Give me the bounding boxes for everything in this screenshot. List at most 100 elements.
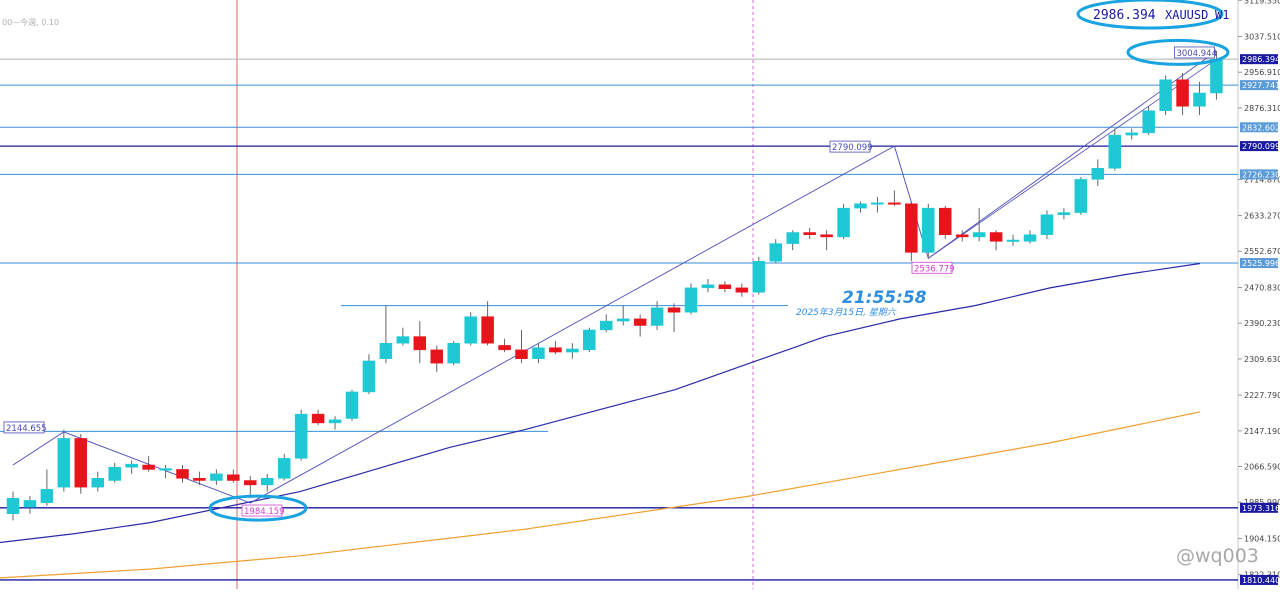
candle[interactable] <box>871 197 884 213</box>
candle[interactable] <box>210 469 223 485</box>
candle[interactable] <box>1074 177 1088 215</box>
candle[interactable] <box>328 416 342 430</box>
candle[interactable] <box>718 281 732 293</box>
candle[interactable] <box>888 190 901 206</box>
candle-body <box>23 500 37 508</box>
candle[interactable] <box>1006 234 1020 246</box>
candle[interactable] <box>362 354 376 395</box>
candle-body <box>566 348 579 353</box>
candle[interactable] <box>464 312 477 346</box>
candle[interactable] <box>193 471 206 485</box>
candle[interactable] <box>701 279 715 293</box>
candle[interactable] <box>1193 81 1206 116</box>
candle[interactable] <box>261 473 274 492</box>
candle[interactable] <box>481 301 494 346</box>
candle[interactable] <box>345 389 359 421</box>
candle[interactable] <box>566 343 579 359</box>
candle-body <box>752 261 766 293</box>
candle[interactable] <box>532 343 545 364</box>
candle[interactable] <box>667 303 681 333</box>
watermark-text: @wq003 <box>1176 545 1259 567</box>
candle[interactable] <box>786 230 799 251</box>
candle[interactable] <box>430 345 443 372</box>
point-label-text: 1984.159 <box>244 507 285 517</box>
candle[interactable] <box>91 471 104 492</box>
candle[interactable] <box>40 469 54 506</box>
candle-body <box>1057 212 1071 216</box>
candle-body <box>735 287 749 293</box>
axis-level-tag <box>1240 169 1278 180</box>
candle[interactable] <box>989 230 1003 251</box>
candle[interactable] <box>1159 75 1172 116</box>
candle[interactable] <box>1142 106 1155 136</box>
candle[interactable] <box>515 329 528 364</box>
candle[interactable] <box>108 462 121 483</box>
candle[interactable] <box>447 341 460 366</box>
candle[interactable] <box>735 283 749 297</box>
candle[interactable] <box>142 456 155 472</box>
candle[interactable] <box>396 327 410 346</box>
candle[interactable] <box>803 228 816 240</box>
candle[interactable] <box>1176 73 1189 116</box>
axis-level-tag <box>1240 502 1278 513</box>
candle-body <box>667 307 681 313</box>
candle[interactable] <box>311 409 325 426</box>
candle[interactable] <box>600 314 613 333</box>
candle[interactable] <box>955 230 969 242</box>
channel-line[interactable] <box>928 59 1217 259</box>
candle[interactable] <box>1091 159 1105 186</box>
candle[interactable] <box>1040 210 1054 240</box>
candle[interactable] <box>1108 128 1121 171</box>
candle[interactable] <box>752 256 766 295</box>
candle-body <box>277 458 291 479</box>
candle[interactable] <box>379 305 393 364</box>
candle[interactable] <box>650 301 664 330</box>
candle[interactable] <box>905 201 918 262</box>
candle[interactable] <box>125 460 138 474</box>
point-label-text: 3004.944 <box>1176 49 1217 59</box>
candle[interactable] <box>854 201 867 213</box>
candle-body <box>362 360 376 393</box>
candle[interactable] <box>769 239 782 264</box>
candle[interactable] <box>413 321 427 364</box>
candle[interactable] <box>837 203 850 240</box>
candle-body <box>1193 92 1206 107</box>
candle[interactable] <box>6 491 20 521</box>
candle[interactable] <box>1023 230 1037 244</box>
axis-tick-label: 2552.670 <box>1244 247 1280 256</box>
candle[interactable] <box>922 203 935 259</box>
candle[interactable] <box>583 327 596 353</box>
candle-body <box>1074 179 1088 213</box>
candle[interactable] <box>1057 208 1071 220</box>
candle[interactable] <box>159 465 172 479</box>
candle[interactable] <box>227 469 240 483</box>
candle-body <box>515 349 528 359</box>
candle[interactable] <box>616 305 630 326</box>
candle[interactable] <box>294 409 308 461</box>
candle[interactable] <box>972 208 986 242</box>
axis-tick-label: 1904.150 <box>1244 534 1280 543</box>
candle[interactable] <box>277 453 291 481</box>
candle[interactable] <box>549 341 562 355</box>
candle-body <box>481 316 494 344</box>
candle-body <box>498 345 511 351</box>
candle-body <box>464 316 477 344</box>
candle[interactable] <box>1125 128 1138 140</box>
candle-body <box>1006 239 1020 242</box>
candle[interactable] <box>74 434 88 494</box>
candle[interactable] <box>939 205 952 240</box>
candle-body <box>701 284 715 289</box>
candle[interactable] <box>498 338 511 353</box>
axis-level-tag <box>1240 574 1278 585</box>
zigzag-trend-line[interactable] <box>12 50 1217 504</box>
candle[interactable] <box>633 314 647 337</box>
candle[interactable] <box>820 230 833 251</box>
candle[interactable] <box>244 476 257 499</box>
candle[interactable] <box>684 283 698 315</box>
axis-level-tag <box>1240 54 1278 65</box>
candle[interactable] <box>176 465 189 483</box>
candle[interactable] <box>57 429 71 492</box>
axis-level-tag <box>1240 122 1278 133</box>
candle[interactable] <box>23 496 37 514</box>
